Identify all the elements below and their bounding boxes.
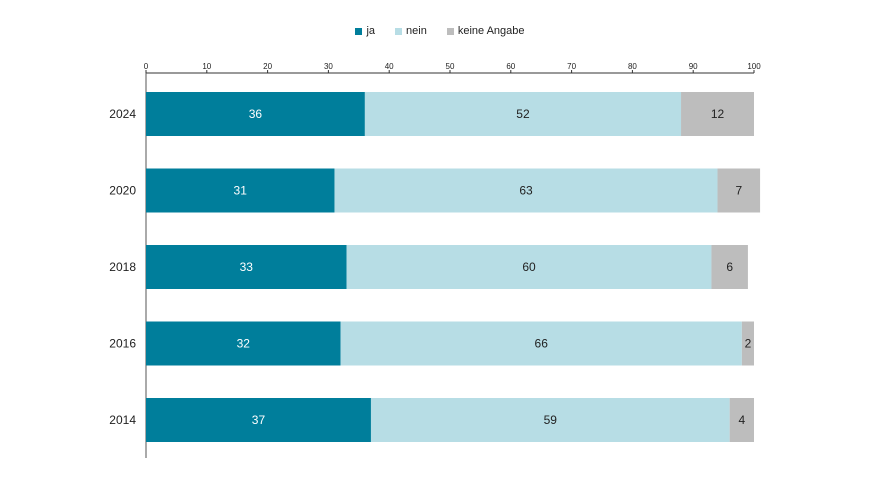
- data-label: 36: [249, 107, 263, 121]
- bar-segment: [364, 92, 682, 136]
- bar-segment: [146, 321, 341, 366]
- legend-item-nein: nein: [395, 25, 427, 37]
- bar-segment: [370, 398, 730, 442]
- bar-segment: [146, 92, 365, 136]
- data-label: 63: [519, 184, 533, 198]
- x-tick-label: 100: [747, 62, 761, 71]
- data-label: 60: [522, 260, 536, 274]
- data-label: 37: [252, 413, 266, 427]
- legend-item-keine-angabe: keine Angabe: [446, 25, 525, 37]
- x-tick-label: 10: [202, 62, 211, 71]
- category-label: 2014: [109, 413, 136, 427]
- data-label: 31: [234, 184, 248, 198]
- data-label: 66: [535, 337, 549, 351]
- x-tick-label: 40: [385, 62, 394, 71]
- data-label: 4: [738, 413, 745, 427]
- data-label: 7: [735, 184, 742, 198]
- x-tick-label: 50: [446, 62, 455, 71]
- bar-segment: [334, 168, 718, 213]
- bar-segment: [146, 398, 371, 442]
- data-label: 32: [237, 337, 251, 351]
- data-label: 6: [726, 260, 733, 274]
- legend-swatch-keine-angabe: [446, 27, 454, 35]
- x-tick-label: 80: [628, 62, 637, 71]
- legend-label-ja: ja: [366, 25, 376, 37]
- bar-segment: [340, 321, 742, 366]
- bar-segment: [681, 92, 754, 136]
- bar-segment: [729, 398, 754, 442]
- category-label: 2020: [109, 184, 136, 198]
- legend-label-nein: nein: [406, 25, 427, 37]
- legend-swatch-nein: [395, 27, 403, 35]
- data-label: 12: [711, 107, 725, 121]
- x-tick-label: 0: [144, 62, 149, 71]
- x-tick-label: 70: [567, 62, 576, 71]
- x-tick-label: 30: [324, 62, 333, 71]
- x-tick-label: 20: [263, 62, 272, 71]
- legend: ja nein keine Angabe: [0, 25, 880, 37]
- x-tick-label: 90: [689, 62, 698, 71]
- legend-label-keine-angabe: keine Angabe: [457, 25, 525, 37]
- bar-segment: [711, 245, 748, 289]
- x-tick-label: 60: [506, 62, 515, 71]
- bar-segment: [146, 168, 335, 213]
- category-label: 2016: [109, 337, 136, 351]
- bar-segment: [717, 168, 761, 213]
- bar-segment: [146, 245, 347, 289]
- data-label: 59: [544, 413, 558, 427]
- legend-item-ja: ja: [355, 25, 375, 37]
- data-label: 2: [745, 337, 752, 351]
- category-label: 2018: [109, 260, 136, 274]
- data-label: 33: [240, 260, 254, 274]
- category-label: 2024: [109, 107, 136, 121]
- bar-segment: [346, 245, 712, 289]
- bar-segment: [741, 321, 754, 366]
- legend-swatch-ja: [355, 27, 363, 35]
- data-label: 52: [516, 107, 530, 121]
